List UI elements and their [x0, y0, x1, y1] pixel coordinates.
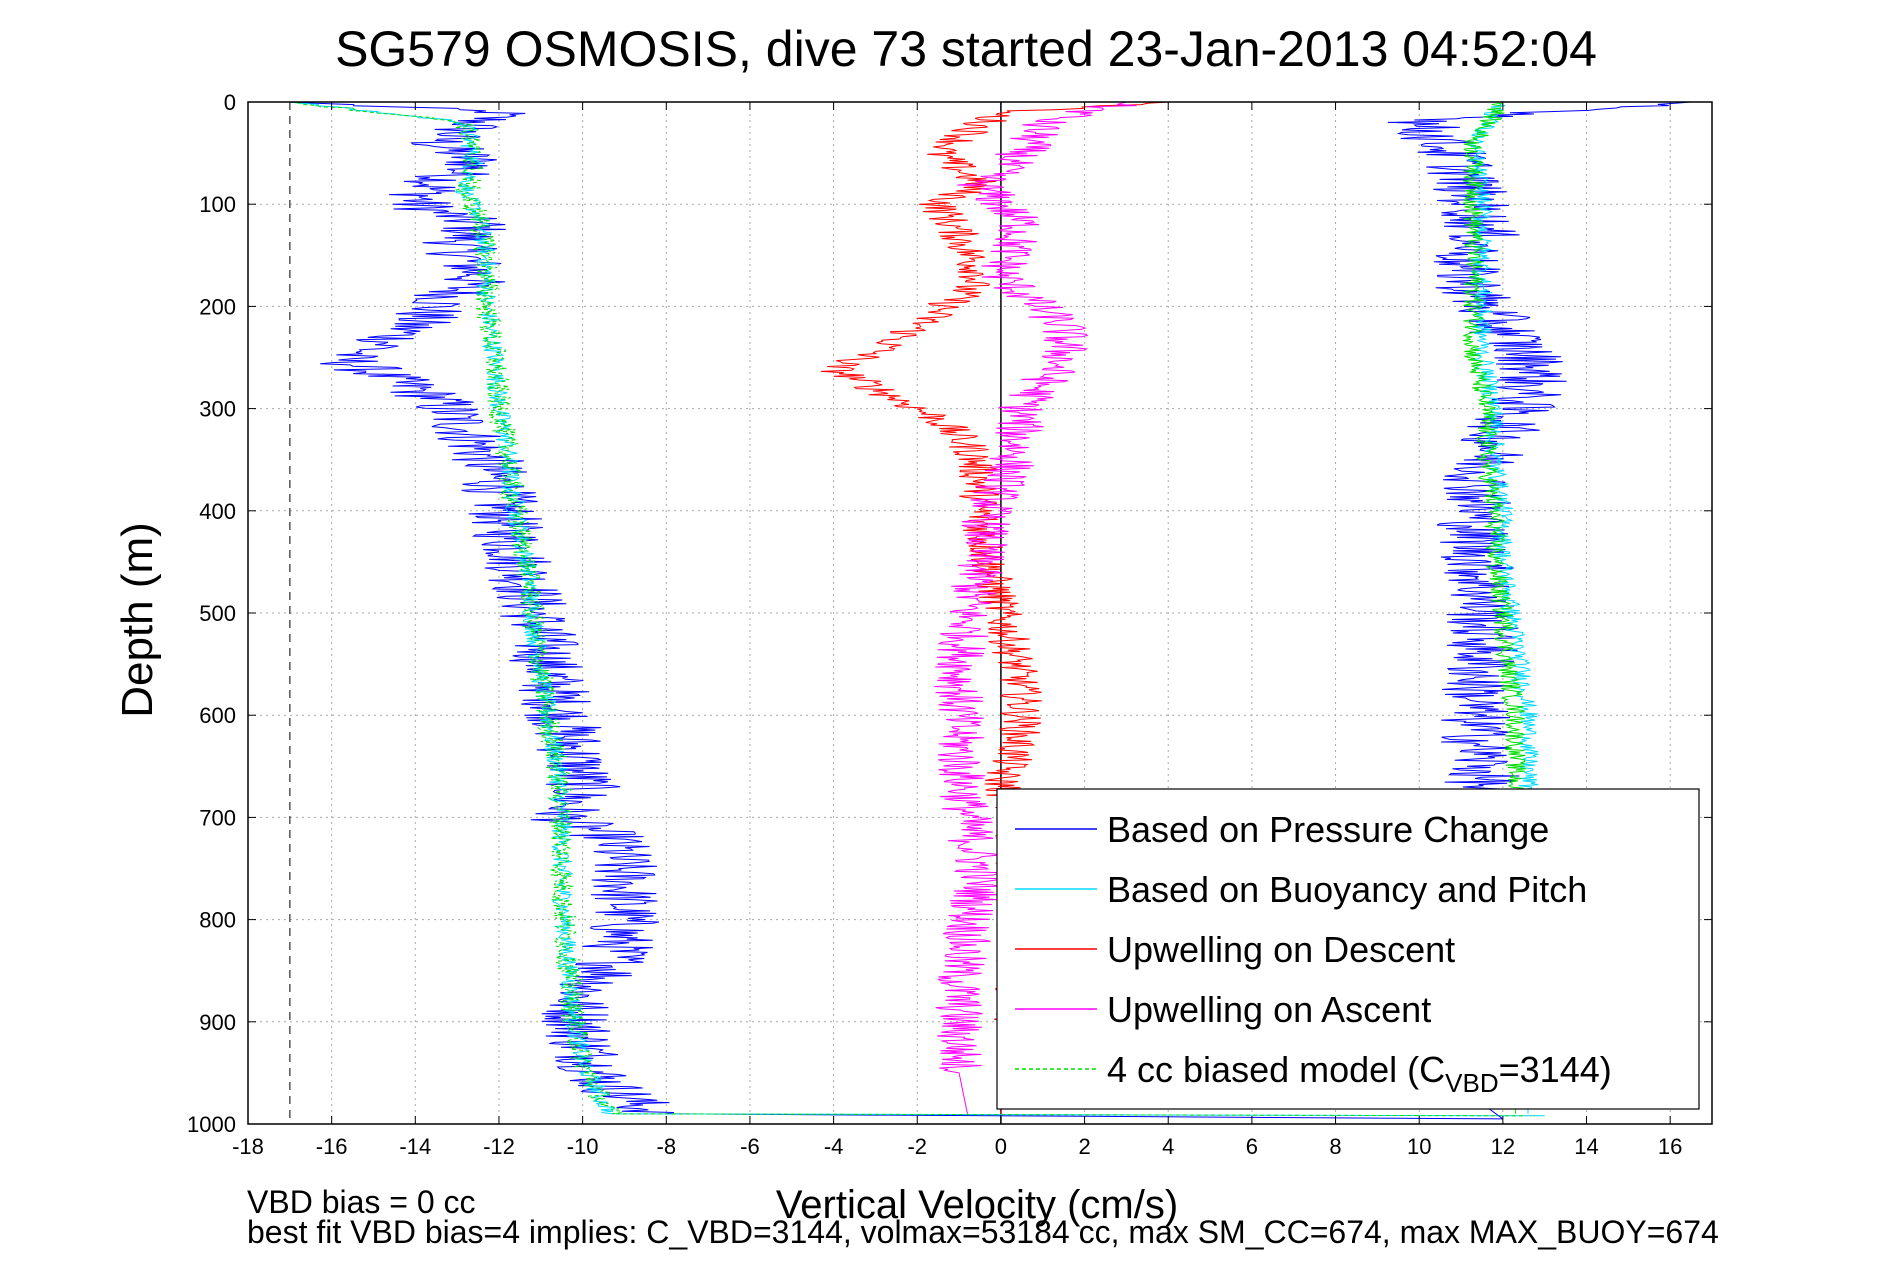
- x-tick-label: 10: [1407, 1134, 1431, 1159]
- x-tick-label: 2: [1078, 1134, 1090, 1159]
- y-tick-label: 200: [199, 294, 236, 319]
- legend: Based on Pressure Change Based on Buoyanc…: [996, 788, 1700, 1110]
- y-tick-label: 500: [199, 601, 236, 626]
- y-axis-label: Depth (m): [113, 522, 162, 718]
- legend-label: 4 cc biased model (CVBD=3144): [1107, 1049, 1612, 1098]
- x-tick-label: 6: [1246, 1134, 1258, 1159]
- x-tick-label: -16: [316, 1134, 348, 1159]
- y-tick-label: 700: [199, 805, 236, 830]
- x-tick-label: 16: [1658, 1134, 1682, 1159]
- x-tick-label: 0: [995, 1134, 1007, 1159]
- x-axis-label: Vertical Velocity (cm/s): [776, 1183, 1178, 1227]
- x-tick-label: -2: [907, 1134, 927, 1159]
- series-line-3: [934, 101, 1137, 1114]
- y-tick-label: 300: [199, 397, 236, 422]
- x-tick-label: 14: [1574, 1134, 1598, 1159]
- y-tick-label: 100: [199, 192, 236, 217]
- legend-label: Based on Buoyancy and Pitch: [1107, 869, 1587, 910]
- x-tick-label: -14: [399, 1134, 431, 1159]
- legend-label: Based on Pressure Change: [1107, 809, 1549, 850]
- y-tick-label: 900: [199, 1010, 236, 1035]
- legend-box: [996, 788, 1700, 1110]
- y-tick-labels: 0 100 200 300 400 500 600 700 800 900 1000: [187, 90, 1712, 1137]
- x-tick-label: 4: [1162, 1134, 1174, 1159]
- legend-label: Upwelling on Descent: [1107, 929, 1455, 970]
- y-tick-label: 800: [199, 908, 236, 933]
- x-tick-label: -4: [824, 1134, 844, 1159]
- vbd-bias-note: VBD bias = 0 cc: [247, 1184, 476, 1220]
- y-tick-label: 0: [224, 90, 236, 115]
- x-tick-label: 12: [1491, 1134, 1515, 1159]
- x-tick-label: -6: [740, 1134, 760, 1159]
- y-tick-label: 600: [199, 703, 236, 728]
- y-tick-label: 400: [199, 499, 236, 524]
- x-tick-label: -8: [657, 1134, 677, 1159]
- x-tick-label: -18: [232, 1134, 264, 1159]
- x-tick-label: -10: [567, 1134, 599, 1159]
- x-tick-label: 8: [1329, 1134, 1341, 1159]
- series-line-0: [289, 101, 1503, 1120]
- chart-title: SG579 OSMOSIS, dive 73 started 23-Jan-20…: [335, 21, 1597, 77]
- x-tick-label: -12: [483, 1134, 515, 1159]
- y-tick-label: 1000: [187, 1112, 236, 1137]
- best-fit-note: best fit VBD bias=4 implies: C_VBD=3144,…: [247, 1214, 1719, 1250]
- x-tick-labels: -18 -16 -14 -12 -10 -8 -6 -4 -2 0 2 4 6 8 10 12 14 16: [232, 102, 1682, 1159]
- legend-label: Upwelling on Ascent: [1107, 989, 1431, 1030]
